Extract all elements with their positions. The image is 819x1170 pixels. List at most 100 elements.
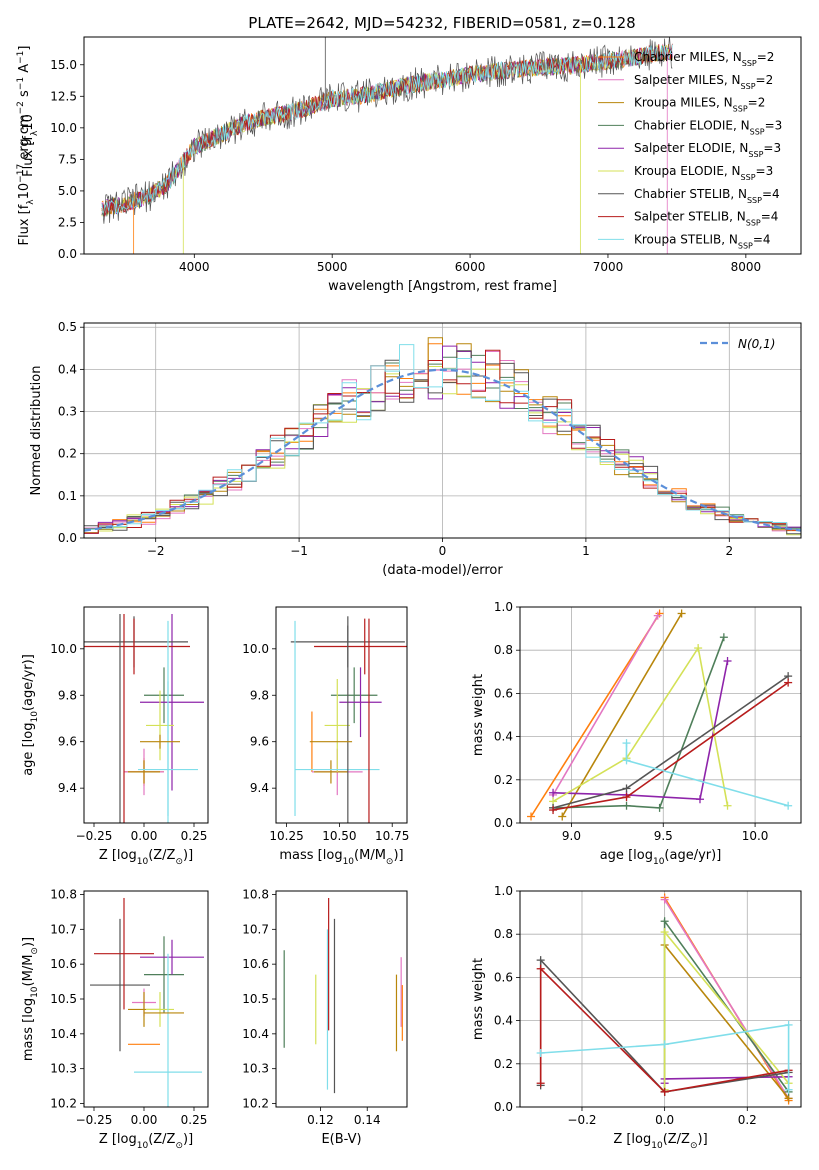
y-tick-label: 9.6 [58,735,77,749]
weight-marker-kroupa_miles [677,609,686,618]
legend-label-part: Kroupa MILES, N [634,96,733,110]
x-axis-label-part: age [log [600,848,653,863]
legend-label-part: =2 [748,96,766,110]
y-axis-label-part: −1 [16,51,26,64]
x-tick-label: 0.25 [181,829,208,843]
y-tick-label: 10.2 [242,1097,269,1111]
legend-label-part: SSP [738,241,753,250]
y-tick-label: 0.2 [494,773,513,787]
y-axis-label-part: 10 [21,114,36,131]
x-axis-label-part: Z [log [99,1132,137,1147]
legend-label-part: SSP [741,173,756,182]
weight-marker-salpeter_stelib [660,1087,669,1096]
legend-label-part: =4 [761,210,779,224]
weight-marker-salpeter_elodie [723,657,732,665]
weight-marker-chabrier_elodie [660,917,669,926]
y-axis-label-part: −1 [16,77,26,90]
figure-title: PLATE=2642, MJD=54232, FIBERID=0581, z=0… [248,14,635,32]
legend-label-salpeter_elodie: Salpeter ELODIE, NSSP=3 [634,141,781,159]
y-tick-label: 10.7 [242,922,269,936]
mass_vs_EBV-panel: 0.12 0.14 10.2 10.3 10.4 10.5 10.6 10.7 10.8 E(B-… [242,887,408,1147]
axes-frame [275,890,408,1108]
y-axis-label-part: ] [17,46,32,51]
weight-line-chabrier_miles [530,613,661,817]
y-tick-label: 0.0 [494,816,513,830]
y-tick-label: 10.3 [50,1062,77,1076]
x-axis-label-part: (age/yr)] [664,848,721,863]
y-tick-label: 0.6 [494,686,513,700]
weight-marker-chabrier_stelib [536,956,545,965]
legend-label-part: Salpeter MILES, N [634,73,741,87]
y-axis-label: mass weight [471,958,486,1040]
weight-line-kroupa_stelib [540,1023,790,1090]
y-tick-label: 0.4 [494,730,513,744]
x-axis-label-part: Z [log [99,848,137,863]
legend-label-part: SSP [733,104,748,113]
y-axis-label: age [log10(age/yr)] [21,654,40,776]
x-tick-label: 6000 [455,260,486,274]
legend-label-part: Kroupa STELIB, N [634,232,738,246]
point-kroupa_elodie [324,679,350,772]
y-tick-label: 10.0 [242,642,269,656]
y-tick-label: 0.0 [58,247,77,261]
x-tick-label: 10.75 [375,829,409,843]
x-tick-label: 0.00 [131,1113,158,1127]
x-tick-label: 0.2 [738,1113,757,1127]
y-axis-label-part: 10 [17,183,32,200]
axes-frame [83,36,802,255]
y-axis-label-part: mass [log [21,998,36,1061]
x-axis-label-part: 10 [137,1141,149,1151]
legend-label-part: =4 [762,187,780,201]
x-tick-label: 9.5 [654,829,673,843]
x-axis-label-part: (Z/Z [148,1132,175,1147]
weight-marker-kroupa_miles [558,812,567,821]
x-axis-label: (data-model)/error [382,563,503,578]
y-tick-label: 0.8 [494,927,513,941]
y-tick-label: 1.0 [494,600,513,614]
x-tick-label: −2 [147,544,165,558]
y-axis-label-part: A [17,64,32,77]
point-salpeter_stelib [314,618,407,675]
y-tick-label: 10.0 [50,642,77,656]
weight-line-chabrier_elodie [553,636,725,809]
weight-marker-chabrier_miles [527,812,536,821]
y-tick-label: 0.0 [494,1100,513,1114]
point-salpeter_elodie [140,939,204,975]
legend-label-part: Chabrier ELODIE, N [634,118,750,132]
x-axis-label-part: )] [698,1132,708,1147]
legend-label-chabrier_stelib: Chabrier STELIB, NSSP=4 [634,187,780,205]
x-axis-label-part: Z [log [613,1132,651,1147]
legend-label-part: =2 [757,50,775,64]
weight-marker-salpeter_elodie [695,795,704,804]
x-tick-label: −0.25 [76,829,113,843]
x-tick-label: 1 [582,544,590,558]
axes-frame [519,606,802,824]
x-axis-label: wavelength [Angstrom, rest frame] [328,279,557,294]
weight-line-salpeter_miles [552,615,659,796]
y-tick-label: 10.5 [50,992,77,1006]
y-tick-label: 0.6 [494,970,513,984]
x-axis-label: age [log10(age/yr)] [600,848,722,867]
weight-line-kroupa_miles [561,613,683,817]
x-axis-label: Z [log10(Z/Z⊙)] [99,1132,193,1151]
weight-marker-salpeter_stelib [784,678,793,687]
point-kroupa_miles [128,760,160,784]
point-chabrier_elodie [144,936,184,1013]
x-tick-label: 0.25 [181,1113,208,1127]
x-tick-label: 0.00 [131,829,158,843]
y-axis-label-part: λ [26,199,36,205]
point-kroupa_miles [314,760,348,784]
spectrum-line-kroupa_stelib [101,44,673,215]
y-axis-label-part: erg cm [17,114,32,163]
y-axis-label: Flux [fλ10 [21,114,40,177]
legend-label-chabrier_miles: Chabrier MILES, NSSP=2 [634,50,774,68]
y-tick-label: 9.8 [58,688,77,702]
legend-label-part: =2 [756,73,774,87]
weight-marker-kroupa_stelib [784,1020,793,1029]
y-axis-label-part: 10 [30,986,40,998]
x-axis-label: E(B-V) [321,1132,361,1147]
legend-label-part: =4 [753,232,771,246]
legend-label-part: SSP [750,127,765,136]
point-chabrier_elodie [330,667,378,724]
weight_vs_Z-series [536,893,793,1105]
